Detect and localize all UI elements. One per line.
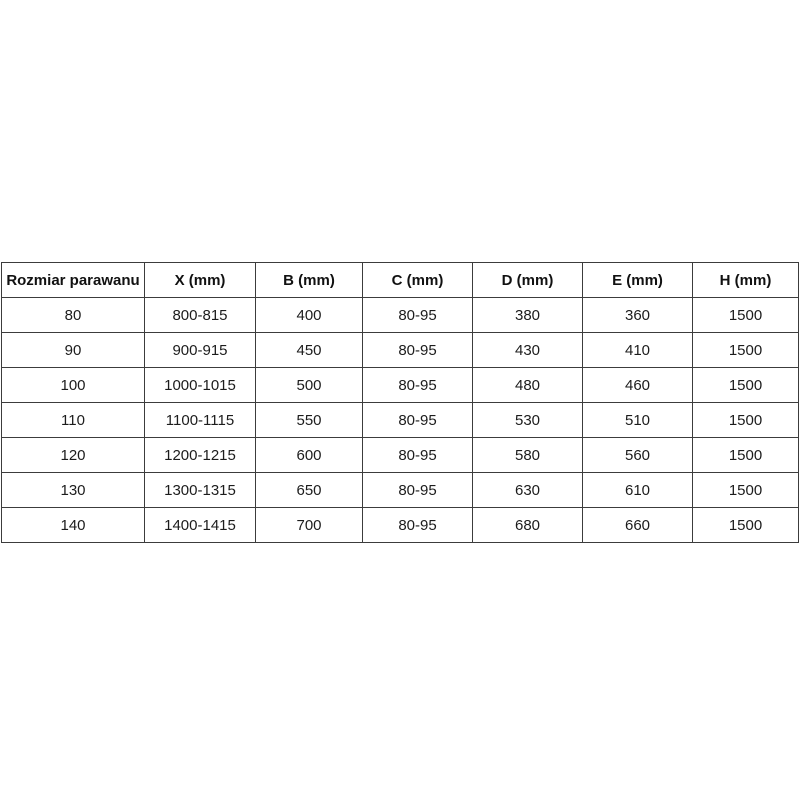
table-cell: 1500 — [692, 297, 799, 333]
table-cell: 1100-1115 — [144, 402, 256, 438]
table-row: 110 1100-1115 550 80-95 530 510 1500 — [1, 402, 799, 438]
table-row: 130 1300-1315 650 80-95 630 610 1500 — [1, 472, 799, 508]
table-cell: 1400-1415 — [144, 507, 256, 543]
table-cell: 700 — [255, 507, 363, 543]
table-cell: 1000-1015 — [144, 367, 256, 403]
table-cell: 900-915 — [144, 332, 256, 368]
table-cell: 1500 — [692, 332, 799, 368]
table-cell: 450 — [255, 332, 363, 368]
table-cell: 650 — [255, 472, 363, 508]
table-cell: 130 — [1, 472, 145, 508]
table-cell: 530 — [472, 402, 583, 438]
table-cell: 80-95 — [362, 332, 473, 368]
table-cell: 120 — [1, 437, 145, 473]
table-row: 90 900-915 450 80-95 430 410 1500 — [1, 332, 799, 368]
table-cell: 410 — [582, 332, 693, 368]
table-cell: 90 — [1, 332, 145, 368]
table-cell: 510 — [582, 402, 693, 438]
table-cell: 630 — [472, 472, 583, 508]
column-header-b: B (mm) — [255, 262, 363, 298]
table-cell: 600 — [255, 437, 363, 473]
table-cell: 610 — [582, 472, 693, 508]
table-cell: 140 — [1, 507, 145, 543]
table-cell: 80-95 — [362, 507, 473, 543]
table-cell: 1500 — [692, 437, 799, 473]
column-header-rozmiar: Rozmiar parawanu — [1, 262, 145, 298]
column-header-d: D (mm) — [472, 262, 583, 298]
table-row: 100 1000-1015 500 80-95 480 460 1500 — [1, 367, 799, 403]
table-cell: 80 — [1, 297, 145, 333]
table-cell: 80-95 — [362, 472, 473, 508]
table-cell: 110 — [1, 402, 145, 438]
table-row: 80 800-815 400 80-95 380 360 1500 — [1, 297, 799, 333]
table-cell: 100 — [1, 367, 145, 403]
column-header-x: X (mm) — [144, 262, 256, 298]
table-cell: 80-95 — [362, 297, 473, 333]
table-cell: 500 — [255, 367, 363, 403]
table-cell: 460 — [582, 367, 693, 403]
table-cell: 560 — [582, 437, 693, 473]
table-cell: 800-815 — [144, 297, 256, 333]
table-cell: 80-95 — [362, 402, 473, 438]
table-cell: 1300-1315 — [144, 472, 256, 508]
table-cell: 400 — [255, 297, 363, 333]
table-cell: 430 — [472, 332, 583, 368]
table-cell: 1500 — [692, 472, 799, 508]
table-cell: 680 — [472, 507, 583, 543]
column-header-c: C (mm) — [362, 262, 473, 298]
table-cell: 380 — [472, 297, 583, 333]
table-cell: 1200-1215 — [144, 437, 256, 473]
table-cell: 80-95 — [362, 437, 473, 473]
table-cell: 360 — [582, 297, 693, 333]
column-header-e: E (mm) — [582, 262, 693, 298]
table-cell: 580 — [472, 437, 583, 473]
table-cell: 80-95 — [362, 367, 473, 403]
column-header-h: H (mm) — [692, 262, 799, 298]
table-cell: 1500 — [692, 507, 799, 543]
header-row: Rozmiar parawanu X (mm) B (mm) C (mm) D … — [1, 262, 799, 298]
dimensions-table: Rozmiar parawanu X (mm) B (mm) C (mm) D … — [1, 262, 799, 543]
table-cell: 550 — [255, 402, 363, 438]
table-cell: 660 — [582, 507, 693, 543]
table-row: 120 1200-1215 600 80-95 580 560 1500 — [1, 437, 799, 473]
table-cell: 480 — [472, 367, 583, 403]
table-cell: 1500 — [692, 402, 799, 438]
table-cell: 1500 — [692, 367, 799, 403]
table-row: 140 1400-1415 700 80-95 680 660 1500 — [1, 507, 799, 543]
